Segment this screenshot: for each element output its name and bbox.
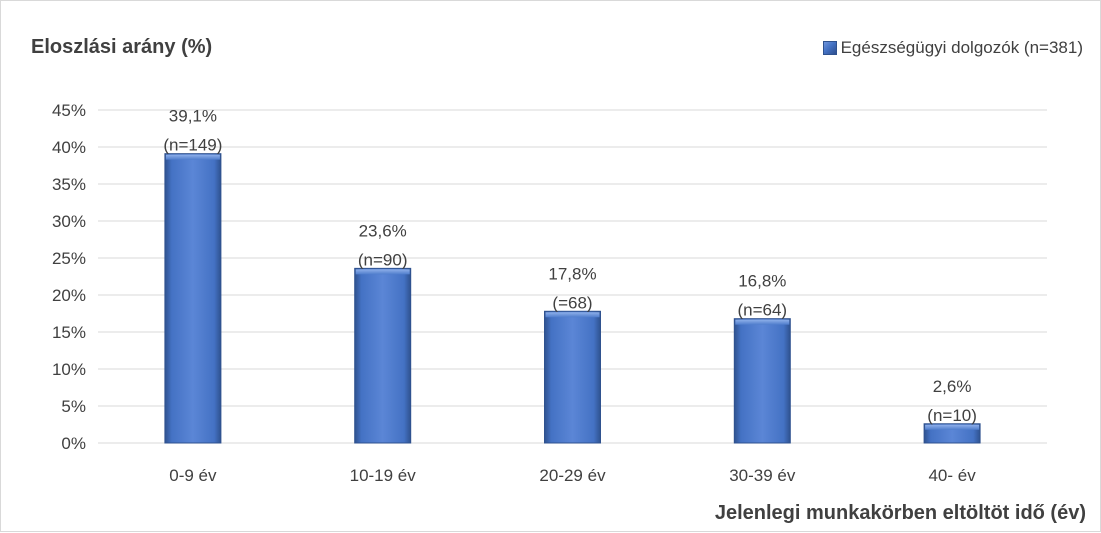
x-axis-title: Jelenlegi munkakörben eltöltöt idő (év) (714, 502, 1086, 524)
legend-label: Egészségügyi dolgozók (n=381) (840, 38, 1083, 57)
data-label: 17,8% (548, 264, 596, 283)
y-tick-label: 40% (52, 138, 86, 157)
legend: Egészségügyi dolgozók (n=381) (822, 38, 1083, 58)
bar (164, 153, 222, 444)
y-axis-ticks: 0% 5% 10% 15% 20% 25% 30% 35% 40% 45% (52, 101, 86, 453)
y-tick-label: 20% (52, 286, 86, 305)
y-tick-label: 10% (52, 360, 86, 379)
bar-bevel (355, 269, 410, 275)
data-label: 23,6% (359, 221, 407, 240)
y-tick-label: 5% (61, 397, 86, 416)
x-tick-label: 10-19 év (350, 466, 417, 485)
data-label: (=68) (552, 293, 592, 312)
data-labels: 39,1% (n=149) 23,6% (n=90) 17,8% (=68) 16,8% (n… (163, 107, 977, 425)
y-tick-label: 30% (52, 212, 86, 231)
bar (733, 318, 791, 444)
x-tick-label: 40- év (928, 466, 976, 485)
bar-bevel (545, 312, 600, 318)
data-label: 16,8% (738, 272, 786, 291)
data-label: (n=10) (927, 406, 977, 425)
bars (164, 153, 981, 444)
data-label: (n=149) (163, 136, 222, 155)
y-tick-label: 45% (52, 101, 86, 120)
y-tick-label: 35% (52, 175, 86, 194)
x-axis-ticks: 0-9 év 10-19 év 20-29 év 30-39 év 40- év (169, 466, 976, 485)
y-tick-label: 25% (52, 249, 86, 268)
bar-bevel (735, 319, 790, 325)
bar (354, 267, 412, 444)
chart-title: Eloszlási arány (%) (31, 36, 213, 58)
data-label: 2,6% (933, 377, 972, 396)
bar-bevel (165, 154, 220, 160)
data-label: 39,1% (169, 107, 217, 126)
x-tick-label: 20-29 év (539, 466, 606, 485)
data-label: (n=64) (737, 301, 787, 320)
bar (544, 310, 601, 444)
legend-swatch (822, 41, 837, 55)
x-tick-label: 30-39 év (729, 466, 796, 485)
data-label: (n=90) (358, 250, 408, 269)
y-tick-label: 0% (61, 434, 86, 453)
x-tick-label: 0-9 év (169, 466, 217, 485)
y-tick-label: 15% (52, 323, 86, 342)
bar-bevel (925, 424, 980, 430)
